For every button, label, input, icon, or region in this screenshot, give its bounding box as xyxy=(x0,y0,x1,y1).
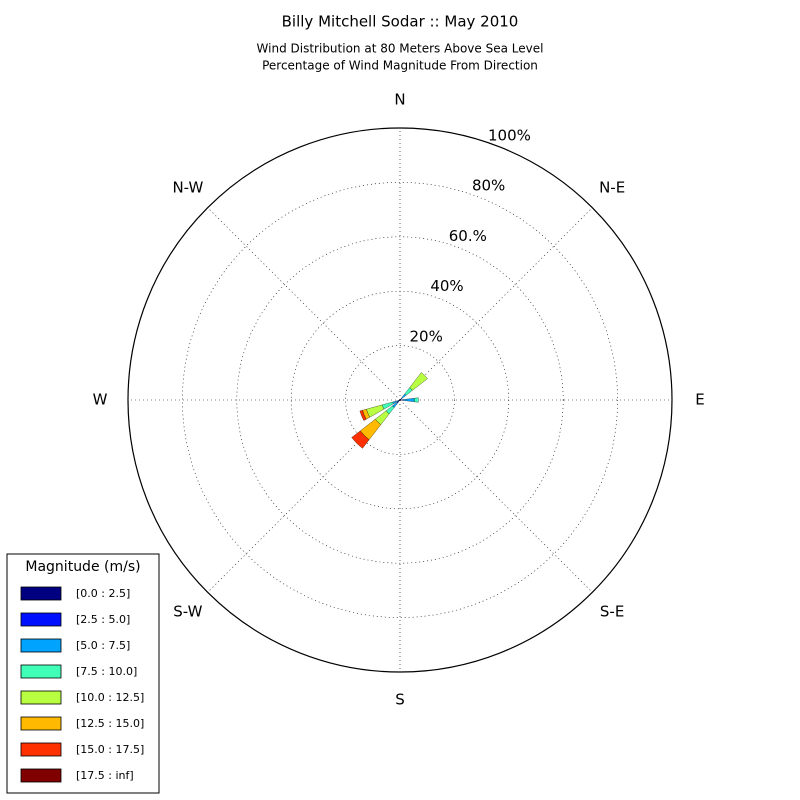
legend-swatch xyxy=(20,742,62,757)
wedge xyxy=(351,430,370,449)
legend-label: [7.5 : 10.0] xyxy=(76,665,137,678)
r-tick-label: 100% xyxy=(488,126,531,144)
chart-subtitle: Percentage of Wind Magnitude From Direct… xyxy=(262,59,538,73)
legend-swatch xyxy=(20,612,62,627)
spoke xyxy=(207,207,401,401)
legend-label: [10.0 : 12.5] xyxy=(76,691,144,704)
legend-label: [5.0 : 7.5] xyxy=(76,639,130,652)
legend-label: [0.0 : 2.5] xyxy=(76,587,130,600)
wedge xyxy=(400,399,404,401)
legend-swatch xyxy=(20,768,62,783)
wedge xyxy=(359,410,367,421)
r-tick-label: 60.% xyxy=(449,227,487,245)
legend-swatch xyxy=(20,664,62,679)
direction-label: N xyxy=(394,91,405,109)
chart-title: Billy Mitchell Sodar :: May 2010 xyxy=(282,13,519,31)
direction-label: W xyxy=(93,391,108,409)
spoke xyxy=(399,399,593,593)
legend-label: [17.5 : inf] xyxy=(76,769,134,782)
wedge xyxy=(403,398,415,402)
spoke xyxy=(207,399,401,593)
direction-label: S-E xyxy=(600,603,624,621)
legend-label: [12.5 : 15.0] xyxy=(76,717,144,730)
legend-swatch xyxy=(20,690,62,705)
r-tick-label: 80% xyxy=(472,177,505,195)
r-tick-label: 40% xyxy=(430,277,463,295)
direction-label: S-W xyxy=(173,603,202,621)
grid-ring xyxy=(345,345,455,455)
chart-subtitle: Wind Distribution at 80 Meters Above Sea… xyxy=(257,42,544,56)
legend-label: [2.5 : 5.0] xyxy=(76,613,130,626)
grid-ring xyxy=(236,236,564,564)
legend-swatch xyxy=(20,638,62,653)
direction-label: E xyxy=(695,391,704,409)
legend-swatch xyxy=(20,586,62,601)
spoke xyxy=(399,207,593,401)
legend-label: [15.0 : 17.5] xyxy=(76,743,144,756)
grid-ring xyxy=(290,290,510,510)
direction-label: S xyxy=(395,691,405,709)
legend-title: Magnitude (m/s) xyxy=(25,559,140,575)
direction-label: N-W xyxy=(172,178,203,196)
grid-ring xyxy=(182,182,618,618)
r-tick-label: 20% xyxy=(410,327,443,345)
outer-ring xyxy=(127,127,673,673)
wedge xyxy=(409,372,428,391)
wedge xyxy=(414,397,419,403)
legend-swatch xyxy=(20,716,62,731)
direction-label: N-E xyxy=(599,178,625,196)
